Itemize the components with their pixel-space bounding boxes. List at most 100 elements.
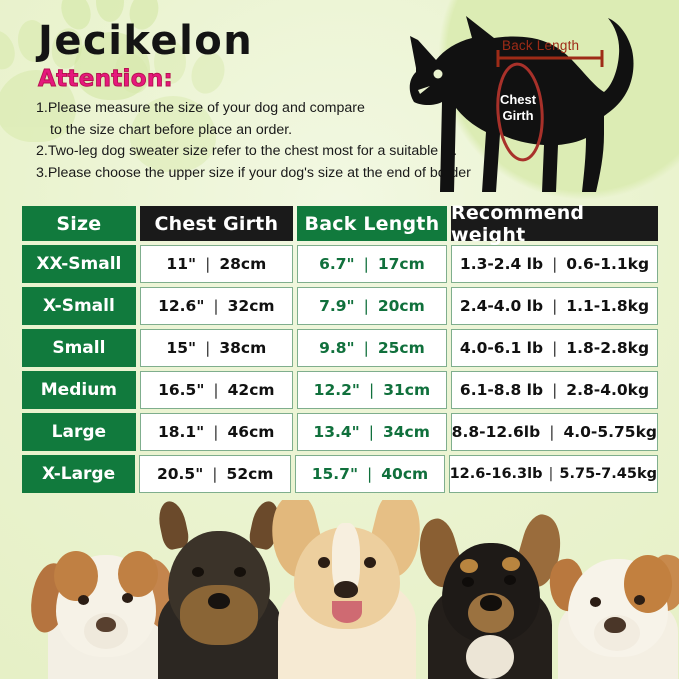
weight-kg: 1.8-2.8kg [566,339,650,357]
back-length-value: 6.7" | 17cm [296,245,447,283]
back-length-label: Back Length [502,38,580,53]
unit-separator: | [367,465,373,483]
dog-nose [208,593,230,609]
dog-eyebrow-patch-right [502,557,520,571]
table-row: X-Small 12.6" | 32cm 7.9" | 20cm 2.4-4.0… [22,287,658,325]
dog-head-patch [118,551,158,597]
back-inches: 13.4" [313,423,360,441]
attention-heading: Attention: [38,66,174,93]
instruction-line: to the size chart before place an order. [50,121,293,138]
dog-head-patch [54,551,98,601]
weight-kg: 5.75-7.45kg [559,466,657,482]
unit-separator: | [363,255,369,273]
table-row: X-Large 20.5" | 52cm 15.7" | 40cm 12.6-1… [22,455,658,493]
table-row: Medium 16.5" | 42cm 12.2" | 31cm 6.1-8.8… [22,371,658,409]
unit-separator: | [212,465,218,483]
chest-cm: 32cm [227,297,275,315]
chest-inches: 15" [166,339,197,357]
chest-girth-label-line2: Girth [502,108,534,123]
unit-separator: | [213,423,219,441]
table-row: XX-Small 11" | 28cm 6.7" | 17cm 1.3-2.4 … [22,245,658,283]
table-header-row: Size Chest Girth Back Length Recommend w… [22,202,658,246]
dog-open-mouth [332,601,362,623]
back-length-value: 7.9" | 20cm [296,287,447,325]
unit-separator: | [548,466,554,482]
beagle-mix-dog-photo [27,529,182,679]
chest-girth-value: 11" | 28cm [139,245,293,283]
recommend-weight-value: 6.1-8.8 lb | 2.8-4.0kg [450,371,658,409]
recommend-weight-value: 4.0-6.1 lb | 1.8-2.8kg [450,329,658,367]
weight-lb: 1.3-2.4 lb [459,255,544,273]
pomeranian-chihuahua-photo [262,500,430,679]
weight-lb: 6.1-8.8 lb [459,381,544,399]
unit-separator: | [552,297,558,315]
dog-head-patch [624,555,672,613]
chest-inches: 20.5" [156,465,204,483]
recommend-weight-value: 12.6-16.3lb | 5.75-7.45kg [448,455,658,493]
dog-eye-right [364,557,376,568]
size-label: Small [22,329,136,367]
chest-girth-label: Chest Girth [490,92,546,124]
yorkshire-terrier-photo [150,500,290,679]
recommend-weight-value: 1.3-2.4 lb | 0.6-1.1kg [450,245,658,283]
unit-separator: | [363,339,369,357]
weight-kg: 2.8-4.0kg [566,381,650,399]
unit-separator: | [205,339,211,357]
unit-separator: | [552,339,558,357]
dog-silhouette-icon [409,16,634,192]
recommend-weight-value: 8.8-12.6lb | 4.0-5.75kg [450,413,658,451]
back-length-value: 13.4" | 34cm [296,413,447,451]
size-label: XX-Small [22,245,136,283]
back-cm: 34cm [382,423,430,441]
weight-lb: 4.0-6.1 lb [459,339,544,357]
back-inches: 7.9" [319,297,355,315]
weight-lb: 8.8-12.6lb [451,423,541,441]
dog-chest-patch [466,635,514,679]
dog-nose [96,617,116,632]
instruction-line: 1.Please measure the size of your dog an… [36,100,365,116]
size-label: Medium [22,371,136,409]
weight-lb: 12.6-16.3lb [449,466,543,482]
dog-eye-right [504,575,516,585]
dog-eyebrow-patch-left [460,559,478,573]
chest-girth-value: 16.5" | 42cm [139,371,293,409]
size-label: X-Large [22,455,136,493]
column-header-chest-girth: Chest Girth [139,206,293,241]
dog-nose [604,617,626,633]
back-cm: 20cm [377,297,425,315]
brand-title: Jecikelon [38,18,254,64]
column-header-size: Size [22,206,136,241]
dog-photo-strip [0,500,679,679]
weight-kg: 4.0-5.75kg [563,423,657,441]
dog-eye-left [78,595,89,605]
table-row: Large 18.1" | 46cm 13.4" | 34cm 8.8-12.6… [22,413,658,451]
dog-eye-left [318,557,330,568]
unit-separator: | [213,297,219,315]
chest-cm: 38cm [219,339,267,357]
back-cm: 17cm [377,255,425,273]
weight-kg: 0.6-1.1kg [566,255,650,273]
back-length-value: 15.7" | 40cm [295,455,445,493]
size-label: X-Small [22,287,136,325]
column-header-back-length: Back Length [296,206,447,241]
recommend-weight-value: 2.4-4.0 lb | 1.1-1.8kg [450,287,658,325]
back-length-value: 12.2" | 31cm [296,371,447,409]
paw-print-icon [0,18,102,156]
dog-nose [480,595,502,611]
back-cm: 25cm [377,339,425,357]
instruction-line: 3.Please choose the upper size if your d… [36,164,471,181]
chest-inches: 18.1" [157,423,205,441]
paw-print-icon [56,0,178,116]
back-length-value: 9.8" | 25cm [296,329,447,367]
jack-russell-terrier-photo [546,529,679,679]
back-cm: 40cm [381,465,429,483]
back-inches: 15.7" [311,465,359,483]
chest-cm: 52cm [226,465,274,483]
dog-eye-left [590,597,601,607]
dog-nose [334,581,358,598]
dog-eye-right [634,595,645,605]
chest-girth-label-line1: Chest [499,92,537,107]
chest-girth-value: 12.6" | 32cm [139,287,293,325]
table-row: Small 15" | 38cm 9.8" | 25cm 4.0-6.1 lb … [22,329,658,367]
size-chart-table: Size Chest Girth Back Length Recommend w… [22,202,658,493]
